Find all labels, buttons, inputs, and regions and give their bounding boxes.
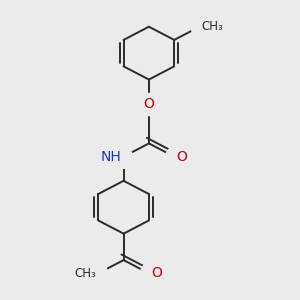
Text: CH₃: CH₃	[202, 20, 224, 33]
Text: NH: NH	[100, 150, 122, 164]
Text: O: O	[143, 97, 154, 111]
Text: O: O	[151, 266, 162, 280]
Text: O: O	[176, 150, 187, 164]
Text: CH₃: CH₃	[74, 267, 96, 280]
